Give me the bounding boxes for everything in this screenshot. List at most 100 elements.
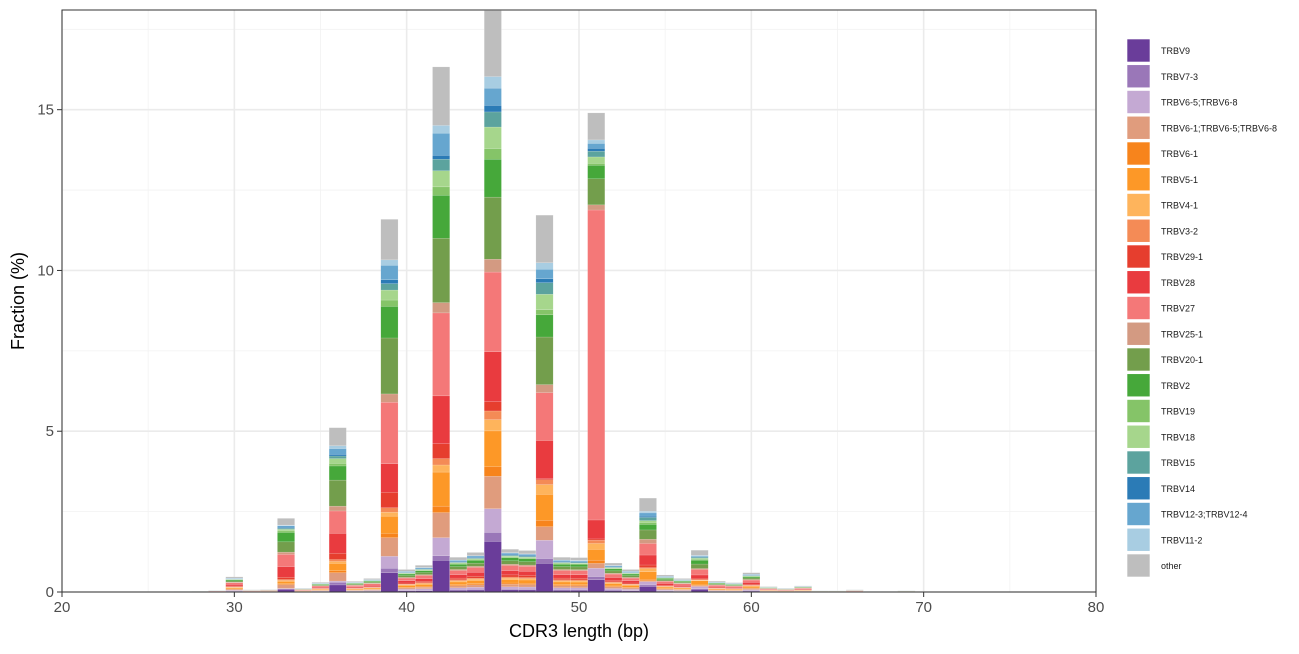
bar-segment-trbv20-1-len-53 — [622, 576, 639, 578]
legend-key-trbv29-1 — [1127, 245, 1150, 268]
bar-segment-trbv9-len-51 — [588, 580, 605, 592]
bar-segment-trbv28-len-49 — [553, 575, 570, 578]
bar-segment-trbv27-len-44 — [467, 567, 484, 572]
bar-segment-trbv6-1-trbv6-5-trbv6-8-len-40 — [398, 588, 415, 589]
bar-segment-trbv20-1-len-50 — [570, 567, 587, 570]
bar-segment-trbv28-len-30 — [226, 584, 243, 586]
legend-label: TRBV25-1 — [1161, 329, 1203, 339]
legend-key-trbv11-2 — [1127, 528, 1150, 551]
x-tick-label: 50 — [571, 599, 588, 616]
bar-segment-trbv4-1-len-36 — [329, 561, 346, 563]
bar-segment-trbv20-1-len-52 — [605, 571, 622, 573]
bar-segment-trbv28-len-43 — [450, 575, 467, 578]
legend-key-trbv28 — [1127, 271, 1150, 294]
bar-segment-trbv2-len-42 — [433, 195, 450, 238]
bar-segment-other-len-49 — [553, 557, 570, 560]
bar-segment-trbv28-len-45 — [484, 352, 501, 402]
legend-key-trbv4-1 — [1127, 194, 1150, 217]
bar-segment-trbv6-5-trbv6-8-len-43 — [450, 588, 467, 590]
legend-label: TRBV5-1 — [1161, 175, 1198, 185]
bar-segment-trbv20-1-len-54 — [639, 530, 656, 539]
bar-segment-trbv29-1-len-50 — [570, 578, 587, 580]
bar-segment-trbv2-len-48 — [536, 315, 553, 337]
bar-segment-trbv29-1-len-41 — [415, 581, 432, 582]
legend-key-trbv19 — [1127, 400, 1150, 423]
bar-segment-trbv7-3-len-45 — [484, 533, 501, 542]
bar-segment-trbv28-len-46 — [501, 571, 518, 575]
bar-segment-other-len-43 — [450, 557, 467, 560]
bar-segment-trbv28-len-47 — [519, 571, 536, 575]
legend-key-trbv12-3-trbv12-4 — [1127, 503, 1150, 526]
bar-segment-trbv11-2-len-51 — [588, 140, 605, 144]
bar-segment-trbv18-len-33 — [277, 529, 294, 531]
bar-segment-trbv29-1-len-54 — [639, 565, 656, 568]
bar-segment-trbv5-1-len-45 — [484, 431, 501, 467]
bar-segment-trbv5-1-len-46 — [501, 580, 518, 583]
legend-key-trbv20-1 — [1127, 348, 1150, 371]
bar-segment-trbv25-1-len-54 — [639, 539, 656, 543]
legend-key-trbv6-1-trbv6-5-trbv6-8 — [1127, 116, 1150, 139]
bar-segment-trbv20-1-len-45 — [484, 197, 501, 259]
legend-label: TRBV6-1;TRBV6-5;TRBV6-8 — [1161, 123, 1277, 133]
legend-label: TRBV3-2 — [1161, 226, 1198, 236]
bar-segment-other-len-40 — [398, 569, 415, 571]
bar-segment-trbv6-1-trbv6-5-trbv6-8-len-45 — [484, 476, 501, 508]
bar-segment-trbv2-len-60 — [743, 577, 760, 578]
bar-segment-trbv5-1-len-43 — [450, 582, 467, 585]
bar-segment-trbv4-1-len-48 — [536, 485, 553, 495]
bar-segment-trbv12-3-trbv12-4-len-33 — [277, 526, 294, 528]
y-tick-label: 5 — [46, 423, 54, 440]
bar-segment-trbv9-len-48 — [536, 563, 553, 592]
bar-segment-other-len-47 — [519, 551, 536, 554]
bar-segment-trbv14-len-51 — [588, 148, 605, 151]
bar-segment-trbv6-1-trbv6-5-trbv6-8-len-49 — [553, 586, 570, 588]
x-tick-label: 80 — [1088, 599, 1105, 616]
bar-segment-trbv5-1-len-54 — [639, 572, 656, 580]
legend-key-trbv14 — [1127, 477, 1150, 500]
legend-label: TRBV28 — [1161, 278, 1195, 288]
bar-segment-other-len-37 — [346, 581, 363, 582]
bar-segment-trbv28-len-42 — [433, 396, 450, 444]
bar-segment-other-len-48 — [536, 215, 553, 263]
legend-key-other — [1127, 554, 1150, 577]
bar-segment-other-len-33 — [277, 518, 294, 525]
bar-segment-trbv6-1-trbv6-5-trbv6-8-len-51 — [588, 563, 605, 568]
bar-segment-trbv4-1-len-51 — [588, 543, 605, 549]
bar-segment-trbv28-len-53 — [622, 581, 639, 583]
bar-segment-other-len-42 — [433, 67, 450, 126]
bar-segment-trbv11-2-len-39 — [381, 260, 398, 265]
grid-lines — [62, 10, 1096, 592]
x-tick-label: 60 — [743, 599, 760, 616]
bar-segment-trbv27-len-40 — [398, 578, 415, 581]
bar-segment-trbv27-len-33 — [277, 554, 294, 566]
legend-key-trbv3-2 — [1127, 219, 1150, 242]
bar-segment-trbv14-len-36 — [329, 454, 346, 456]
x-tick-label: 20 — [54, 599, 71, 616]
bar-segment-trbv25-1-len-45 — [484, 259, 501, 272]
bar-segment-trbv6-1-trbv6-5-trbv6-8-len-48 — [536, 527, 553, 541]
bar-segment-other-len-36 — [329, 428, 346, 446]
bar-segment-trbv2-len-45 — [484, 159, 501, 197]
y-axis-title: Fraction (%) — [8, 252, 28, 350]
legend-label: other — [1161, 561, 1182, 571]
bar-segment-trbv19-len-36 — [329, 463, 346, 466]
bar-segment-trbv5-1-len-50 — [570, 582, 587, 585]
bar-segment-other-len-51 — [588, 113, 605, 140]
bar-segment-trbv18-len-48 — [536, 294, 553, 309]
legend-label: TRBV7-3 — [1161, 72, 1198, 82]
bar-segment-trbv5-1-len-60 — [743, 586, 760, 588]
bar-segment-trbv6-5-trbv6-8-len-44 — [467, 587, 484, 589]
bar-segment-other-len-46 — [501, 549, 518, 552]
bar-segment-trbv3-2-len-36 — [329, 560, 346, 562]
legend-label: TRBV29-1 — [1161, 252, 1203, 262]
legend-label: TRBV27 — [1161, 304, 1195, 314]
bar-segment-trbv5-1-len-51 — [588, 549, 605, 560]
bar-segment-trbv6-5-trbv6-8-len-42 — [433, 538, 450, 556]
y-tick-label: 15 — [37, 102, 54, 119]
bar-segment-trbv6-1-trbv6-5-trbv6-8-len-53 — [622, 588, 639, 589]
legend-label: TRBV11-2 — [1161, 535, 1202, 545]
bar-segment-trbv6-1-trbv6-5-trbv6-8-len-43 — [450, 586, 467, 588]
bar-segment-trbv29-1-len-33 — [277, 577, 294, 579]
